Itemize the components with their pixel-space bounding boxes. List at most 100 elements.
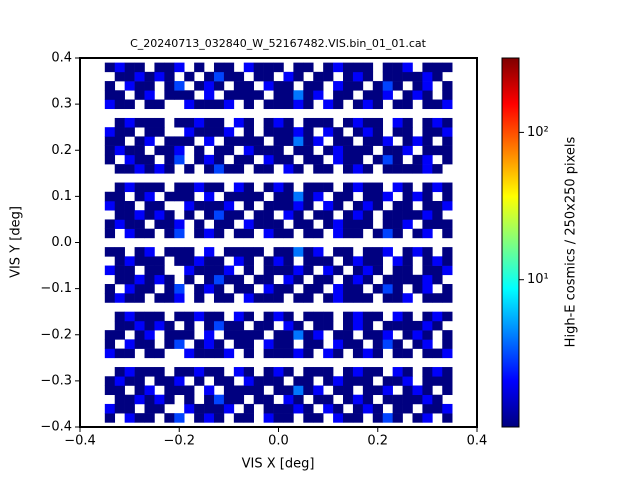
heatmap-cell (392, 293, 403, 303)
heatmap-cell (372, 256, 384, 266)
heatmap-cell (402, 385, 413, 396)
heatmap-cell (154, 117, 165, 128)
heatmap-cell (313, 320, 324, 331)
heatmap-cell (144, 164, 155, 174)
heatmap-cell (263, 293, 274, 303)
heatmap-cell (442, 376, 453, 386)
heatmap-cell (442, 293, 453, 303)
heatmap-cell (343, 367, 354, 377)
heatmap-cell (372, 403, 384, 414)
heatmap-cell (223, 293, 235, 303)
heatmap-cell (104, 385, 116, 396)
heatmap-cell (392, 62, 403, 73)
heatmap-cell (313, 228, 324, 239)
heatmap-cell (323, 274, 334, 285)
heatmap-cell (402, 164, 413, 174)
heatmap-cell (402, 71, 413, 82)
heatmap-cell (124, 284, 135, 294)
heatmap-cell (333, 127, 344, 137)
heatmap-cell (184, 348, 195, 359)
heatmap-cell (253, 320, 264, 331)
heatmap-cell (144, 256, 155, 266)
heatmap-cell (194, 265, 205, 276)
heatmap-cell (204, 136, 215, 146)
heatmap-cell (303, 367, 314, 377)
heatmap-cell (313, 191, 324, 202)
heatmap-cell (184, 320, 195, 331)
heatmap-cell (442, 247, 453, 257)
heatmap-cell (343, 339, 354, 349)
heatmap-cell (323, 403, 334, 414)
heatmap-cell (432, 348, 443, 359)
heatmap-cell (333, 81, 344, 91)
heatmap-cell (154, 320, 165, 331)
heatmap-cell (174, 413, 185, 423)
heatmap-cell (313, 164, 324, 174)
heatmap-cell (204, 339, 215, 349)
heatmap-cell (204, 90, 215, 100)
heatmap-cell (263, 127, 274, 137)
heatmap-cell (194, 182, 205, 193)
heatmap-cell (422, 164, 433, 174)
heatmap-cell (412, 274, 423, 285)
heatmap-cell (323, 311, 334, 322)
heatmap-cell (124, 71, 135, 82)
heatmap-cell (293, 62, 304, 73)
heatmap-cell (372, 385, 384, 396)
heatmap-cell (144, 348, 155, 359)
heatmap-cell (303, 228, 314, 239)
heatmap-cell (323, 265, 334, 276)
heatmap-cell (213, 182, 225, 193)
heatmap-cell (343, 413, 354, 423)
heatmap-cell (412, 71, 423, 82)
heatmap-cell (114, 330, 125, 340)
heatmap-cell (233, 385, 245, 396)
heatmap-cell (382, 274, 393, 285)
heatmap-cell (382, 413, 393, 423)
heatmap-cell (283, 127, 294, 137)
heatmap-cell (124, 154, 135, 165)
heatmap-cell (124, 367, 135, 377)
heatmap-cell (283, 200, 294, 211)
heatmap-cell (442, 219, 453, 229)
heatmap-cell (174, 247, 185, 257)
heatmap-cell (233, 247, 245, 257)
heatmap-cell (223, 200, 235, 211)
heatmap-cell (362, 403, 374, 414)
heatmap-cell (243, 385, 254, 396)
heatmap-cell (213, 265, 225, 276)
x-tick-label: 0.0 (268, 434, 289, 449)
heatmap-cell (293, 385, 304, 396)
x-axis-label: VIS X [deg] (242, 457, 315, 472)
heatmap-cell (442, 403, 453, 414)
heatmap-cell (372, 154, 384, 165)
heatmap-cell (362, 367, 374, 377)
heatmap-cell (124, 256, 135, 266)
y-tick-label: −0.1 (40, 281, 72, 296)
heatmap-cell (273, 117, 284, 128)
heatmap-cell (343, 311, 354, 322)
heatmap-cell (273, 62, 284, 73)
heatmap-cell (283, 320, 294, 331)
heatmap-cell (104, 81, 116, 91)
heatmap-cell (422, 385, 433, 396)
heatmap-cell (283, 136, 294, 146)
heatmap-cell (313, 367, 324, 377)
heatmap-cell (333, 403, 344, 414)
heatmap-cell (293, 219, 304, 229)
heatmap-cell (303, 413, 314, 423)
heatmap-cell (303, 191, 314, 202)
heatmap-cell (323, 348, 334, 359)
heatmap-cell (114, 210, 125, 220)
heatmap-cell (352, 339, 364, 349)
heatmap-cell (362, 136, 374, 146)
y-tick-label: 0.2 (51, 143, 72, 158)
heatmap-cell (372, 265, 384, 276)
heatmap-cell (362, 182, 374, 193)
heatmap-cell (204, 210, 215, 220)
heatmap-cell (442, 348, 453, 359)
heatmap-cell (253, 394, 264, 405)
heatmap-cell (362, 71, 374, 82)
heatmap-cell (283, 210, 294, 220)
heatmap-cell (392, 339, 403, 349)
